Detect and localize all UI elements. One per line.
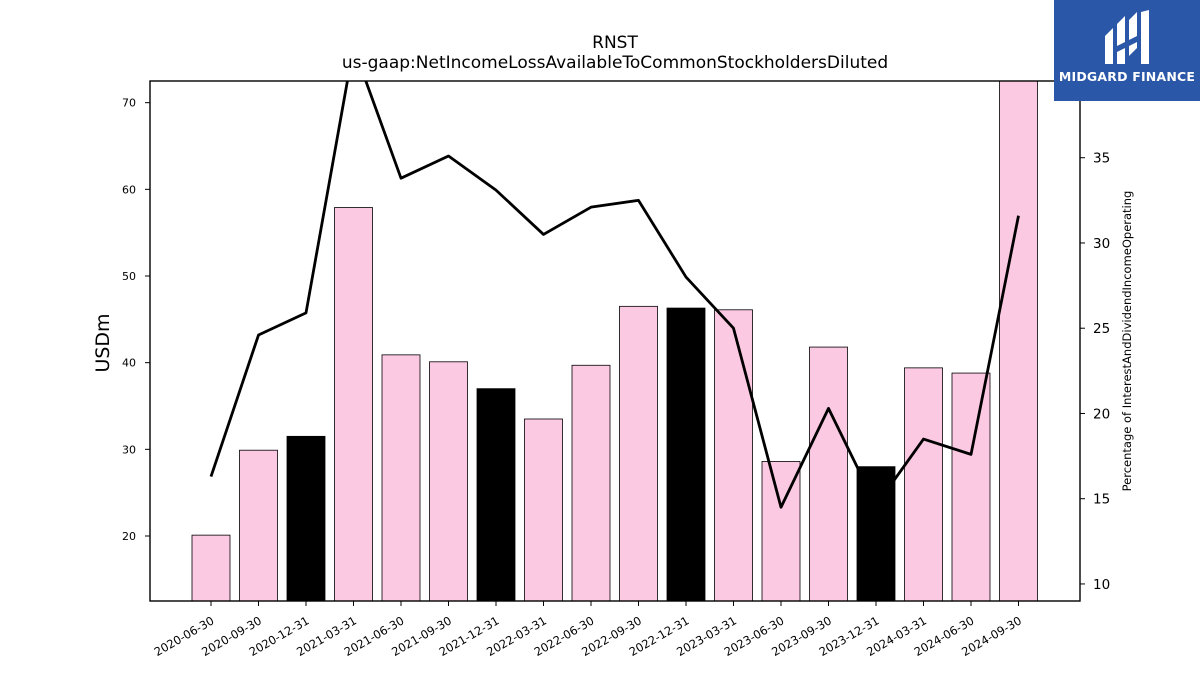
y2-tick-label-15: 15 xyxy=(1093,492,1110,508)
bar-2023-06-30 xyxy=(761,461,801,602)
bar-2023-09-30 xyxy=(809,346,848,602)
chart-subtitle: us-gaap:NetIncomeLossAvailableToCommonSt… xyxy=(341,53,889,73)
bar-2022-03-31 xyxy=(524,418,563,602)
bar-2020-09-30 xyxy=(239,449,278,602)
y2-tick-label-30: 30 xyxy=(1093,236,1110,252)
y2-tick-label-10: 10 xyxy=(1093,577,1110,593)
bar-2021-09-30 xyxy=(429,361,468,602)
y2-axis-label: Percentage of InterestAndDividendIncomeO… xyxy=(1120,191,1134,492)
bar-2021-12-31 xyxy=(476,388,516,602)
plot-frame xyxy=(149,80,1081,602)
bar-2020-06-30 xyxy=(191,534,231,602)
bar-2022-12-31 xyxy=(666,307,706,602)
y-tick-label-30: 30 xyxy=(122,443,136,456)
y-tick-label-40: 40 xyxy=(122,357,136,370)
bar-2022-06-30 xyxy=(571,364,611,602)
line-series xyxy=(209,81,1020,509)
bar-2021-03-31 xyxy=(334,207,373,602)
bar-2022-09-30 xyxy=(619,305,658,602)
y2-tick-label-20: 20 xyxy=(1093,406,1110,422)
bar-2023-03-31 xyxy=(714,309,753,602)
y-tick-label-60: 60 xyxy=(122,183,136,196)
bar-2024-09-30 xyxy=(999,80,1038,602)
y2-tick-label-35: 35 xyxy=(1093,151,1110,167)
midgard-logo-icon xyxy=(1105,10,1149,64)
bar-2021-06-30 xyxy=(381,354,421,602)
y-tick-label-20: 20 xyxy=(122,530,136,543)
brand-logo: MIDGARD FINANCE xyxy=(1054,0,1200,101)
y-axis-label: USDm xyxy=(92,313,114,372)
chart-title: RNST xyxy=(592,33,638,53)
y2-tick-label-25: 25 xyxy=(1093,321,1110,337)
bar-2024-06-30 xyxy=(951,372,991,602)
y-tick-label-70: 70 xyxy=(122,97,136,110)
bar-2020-12-31 xyxy=(286,435,326,602)
bar-2024-03-31 xyxy=(904,367,943,602)
logo-text: MIDGARD FINANCE xyxy=(1058,69,1196,84)
y-tick-label-50: 50 xyxy=(122,270,136,283)
